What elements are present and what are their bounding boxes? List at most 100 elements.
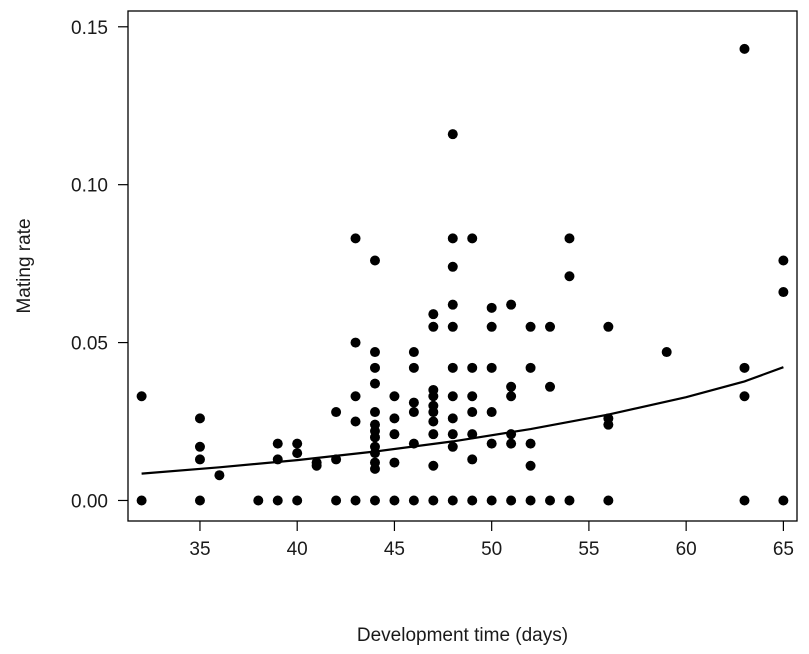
data-point [603, 495, 614, 506]
data-point [661, 347, 672, 358]
data-point [369, 463, 380, 474]
data-point [408, 407, 419, 418]
data-point [428, 416, 439, 427]
data-point [311, 460, 322, 471]
y-tick-label: 0.00 [71, 491, 108, 512]
data-point [739, 43, 750, 54]
data-point [136, 495, 147, 506]
data-point [369, 347, 380, 358]
data-point [369, 495, 380, 506]
data-point [564, 233, 575, 244]
x-tick-label: 40 [287, 539, 308, 560]
data-point [467, 495, 478, 506]
data-point [778, 495, 789, 506]
data-point [525, 460, 536, 471]
data-point [194, 441, 205, 452]
x-tick-label: 35 [189, 539, 210, 560]
data-point [369, 255, 380, 266]
data-point [369, 448, 380, 459]
data-point [428, 460, 439, 471]
data-point [350, 391, 361, 402]
data-point [447, 129, 458, 140]
data-point [447, 429, 458, 440]
data-point [486, 302, 497, 313]
y-tick-label: 0.10 [71, 176, 108, 197]
data-point [778, 255, 789, 266]
data-point [447, 413, 458, 424]
x-tick-label: 65 [773, 539, 794, 560]
x-axis-title: Development time (days) [357, 625, 568, 646]
data-point [272, 454, 283, 465]
data-point [272, 438, 283, 449]
data-point [778, 287, 789, 298]
data-point [506, 429, 517, 440]
data-point [408, 438, 419, 449]
data-point [389, 495, 400, 506]
data-point [447, 441, 458, 452]
data-point [369, 378, 380, 389]
data-point [408, 397, 419, 408]
y-tick-label: 0.05 [71, 334, 108, 355]
data-point [545, 495, 556, 506]
data-point [194, 413, 205, 424]
data-point [447, 495, 458, 506]
data-point [467, 429, 478, 440]
data-point [525, 321, 536, 332]
data-point [467, 454, 478, 465]
data-point [389, 391, 400, 402]
data-point [350, 416, 361, 427]
data-point [739, 362, 750, 373]
data-point [428, 391, 439, 402]
data-point [603, 321, 614, 332]
data-point [408, 362, 419, 373]
data-point [292, 495, 303, 506]
data-point [389, 413, 400, 424]
data-point [545, 381, 556, 392]
plot-frame [127, 10, 798, 522]
data-point [486, 362, 497, 373]
data-point [739, 495, 750, 506]
data-point [428, 429, 439, 440]
trend-line [141, 366, 784, 475]
data-point [350, 337, 361, 348]
x-tick-label: 50 [481, 539, 502, 560]
data-point [369, 362, 380, 373]
data-point [467, 391, 478, 402]
data-point [331, 454, 342, 465]
data-point [447, 261, 458, 272]
x-tick-label: 60 [676, 539, 697, 560]
data-point [603, 419, 614, 430]
x-tick-label: 45 [384, 539, 405, 560]
data-point [545, 321, 556, 332]
x-tick-label: 55 [578, 539, 599, 560]
data-point [506, 381, 517, 392]
data-point [447, 299, 458, 310]
data-point [428, 321, 439, 332]
data-point [428, 407, 439, 418]
trend-line-group [141, 366, 784, 475]
data-point [447, 391, 458, 402]
data-point [506, 438, 517, 449]
data-point [389, 429, 400, 440]
data-point [739, 391, 750, 402]
data-point [447, 233, 458, 244]
data-point [272, 495, 283, 506]
y-axis-title: Mating rate [14, 218, 35, 313]
data-point [467, 233, 478, 244]
data-point [564, 271, 575, 282]
data-point [214, 470, 225, 481]
data-point [194, 454, 205, 465]
data-point [428, 309, 439, 320]
data-point [564, 495, 575, 506]
data-point [506, 299, 517, 310]
data-point [408, 347, 419, 358]
data-point [350, 495, 361, 506]
data-point [525, 438, 536, 449]
data-point [369, 432, 380, 443]
data-point [467, 407, 478, 418]
data-point [350, 233, 361, 244]
data-point [292, 438, 303, 449]
data-point [486, 438, 497, 449]
